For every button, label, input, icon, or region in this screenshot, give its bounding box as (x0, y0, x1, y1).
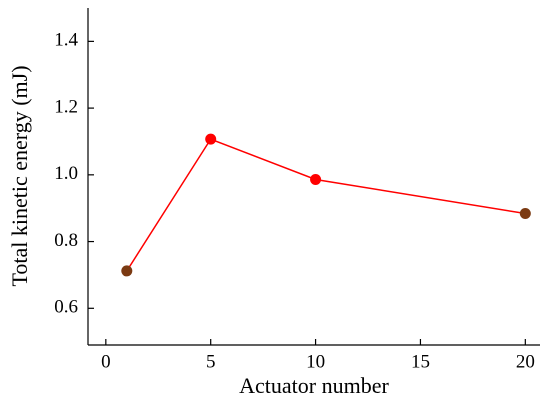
y-tick-label: 1.4 (54, 30, 78, 51)
x-tick-label: 10 (306, 351, 325, 372)
y-tick-label: 0.6 (54, 297, 78, 318)
x-tick-label: 20 (516, 351, 535, 372)
point (205, 133, 217, 145)
x-axis-label: Actuator number (239, 373, 389, 398)
y-tick-label: 0.8 (54, 230, 78, 251)
x-tick-label: 5 (206, 351, 216, 372)
x-tick-label: 0 (101, 351, 111, 372)
y-tick-label: 1.0 (54, 163, 78, 184)
series-line (126, 138, 526, 272)
point (310, 174, 322, 186)
y-tick-label: 1.2 (54, 96, 78, 117)
point (121, 265, 133, 277)
y-axis-label: Total kinetic energy (mJ) (7, 65, 32, 286)
point (519, 208, 531, 220)
x-tick-label: 15 (411, 351, 430, 372)
